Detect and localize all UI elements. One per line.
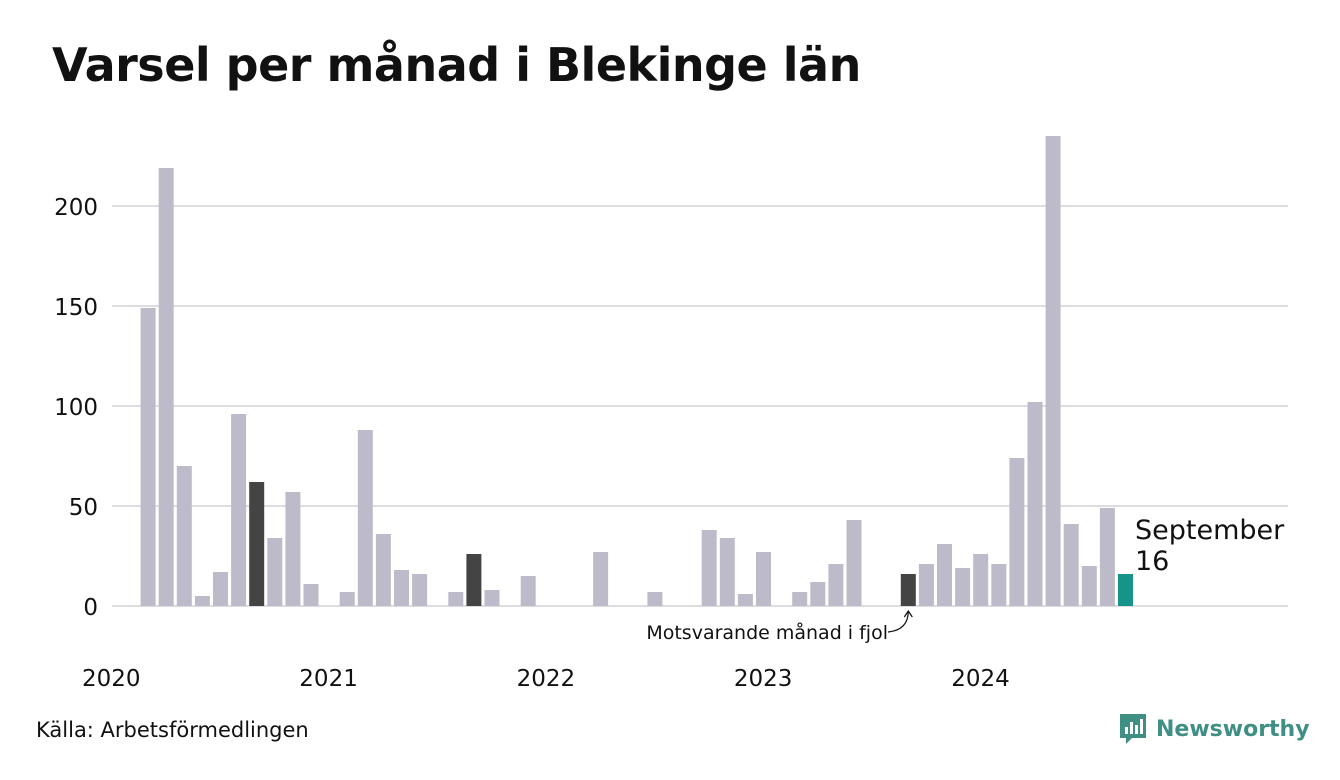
- bar: [737, 594, 753, 606]
- y-tick-label: 150: [54, 295, 98, 321]
- bars: [140, 136, 1133, 606]
- brand-logo: Newsworthy: [1118, 712, 1310, 746]
- bar: [846, 520, 862, 606]
- newsworthy-logo-icon: [1120, 714, 1146, 744]
- y-tick-label: 100: [54, 395, 98, 421]
- bar: [1027, 402, 1043, 606]
- bar: [918, 564, 934, 606]
- annotations: September 16 Motsvarande månad i fjol: [646, 515, 1285, 644]
- bar: [285, 492, 301, 606]
- bar: [1099, 508, 1115, 606]
- arrowhead-icon: [903, 609, 913, 618]
- annotation-arrow: [887, 610, 909, 633]
- x-tick-label: 2023: [734, 666, 793, 692]
- x-tick-label: 2022: [517, 666, 576, 692]
- bar: [1081, 566, 1097, 606]
- page-title: Varsel per månad i Blekinge län: [52, 38, 861, 92]
- bar: [448, 592, 464, 606]
- bar: [900, 574, 916, 606]
- bar: [701, 530, 717, 606]
- bar: [756, 552, 771, 606]
- bar: [973, 554, 989, 606]
- x-axis-ticks: 2020 2021 2022 2023 2024: [82, 666, 1010, 692]
- bar: [303, 584, 319, 606]
- source-note: Källa: Arbetsförmedlingen: [36, 718, 309, 742]
- bar: [1009, 458, 1025, 606]
- x-tick-label: 2020: [82, 666, 141, 692]
- bar: [267, 538, 283, 606]
- current-month-label: September: [1135, 515, 1285, 546]
- bar: [1045, 136, 1061, 606]
- bar: [719, 538, 735, 606]
- bar: [937, 544, 952, 606]
- bar: [955, 568, 971, 606]
- bar: [394, 570, 409, 606]
- bar: [484, 590, 500, 606]
- x-tick-label: 2024: [951, 666, 1010, 692]
- bar: [991, 564, 1007, 606]
- y-tick-label: 0: [83, 595, 98, 621]
- bar: [1118, 574, 1133, 606]
- previous-year-annotation: Motsvarande månad i fjol: [646, 621, 888, 644]
- y-axis-ticks: 0 50 100 150 200: [54, 195, 98, 621]
- bar: [828, 564, 844, 606]
- bar: [140, 308, 156, 606]
- bar: [1063, 524, 1079, 606]
- bar: [810, 582, 826, 606]
- bar: [466, 554, 482, 606]
- bar: [158, 168, 174, 606]
- current-value-label: 16: [1135, 546, 1169, 577]
- bar: [412, 574, 428, 606]
- bar: [647, 592, 663, 606]
- bar: [357, 430, 373, 606]
- bar: [213, 572, 228, 606]
- bar: [249, 482, 265, 606]
- bar: [176, 466, 192, 606]
- bar: [792, 592, 808, 606]
- bar: [194, 596, 210, 606]
- bar: [593, 552, 609, 606]
- y-tick-label: 200: [54, 195, 98, 221]
- brand-name: Newsworthy: [1156, 716, 1310, 742]
- y-tick-label: 50: [69, 495, 98, 521]
- bar: [231, 414, 247, 606]
- x-tick-label: 2021: [299, 666, 358, 692]
- bar: [520, 576, 536, 606]
- bar: [375, 534, 391, 606]
- bar: [339, 592, 355, 606]
